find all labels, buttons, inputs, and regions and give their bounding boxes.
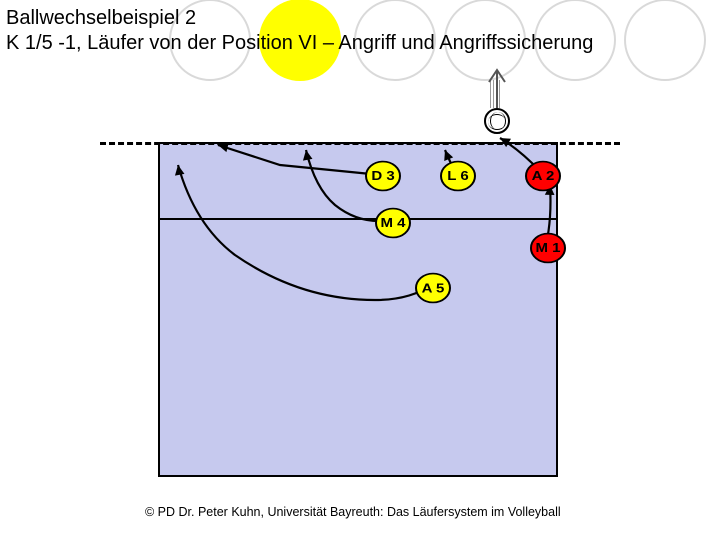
ball-arrow (0, 0, 720, 540)
player-m1: M 1 (530, 233, 566, 264)
footer-credit: © PD Dr. Peter Kuhn, Universität Bayreut… (145, 505, 561, 519)
player-l6: L 6 (440, 161, 476, 192)
player-d3: D 3 (365, 161, 401, 192)
player-m4: M 4 (375, 208, 411, 239)
footer-text: © PD Dr. Peter Kuhn, Universität Bayreut… (145, 505, 561, 519)
ball-icon (484, 108, 510, 134)
diagram-stage: Ballwechselbeispiel 2 K 1/5 -1, Läufer v… (0, 0, 720, 540)
player-a2: A 2 (525, 161, 561, 192)
player-a5: A 5 (415, 273, 451, 304)
